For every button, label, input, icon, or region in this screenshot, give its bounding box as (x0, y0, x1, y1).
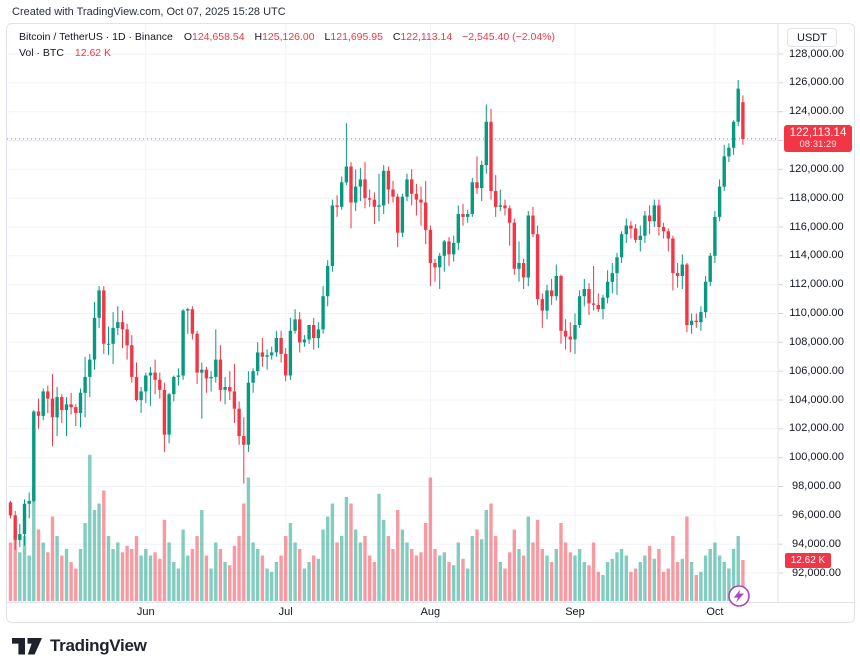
volume-value: 12.62 K (74, 47, 112, 59)
current-volume-badge: 12.62 K (785, 552, 831, 568)
chart-legend: Bitcoin / TetherUS · 1D · Binance O124,6… (19, 29, 555, 61)
price-axis-label: 126,000.00 (788, 76, 845, 89)
price-axis-label: 102,000.00 (788, 422, 845, 435)
close-value: 122,113.14 (400, 31, 453, 43)
high-label: H (254, 31, 263, 43)
current-price: 122,113.14 (789, 127, 847, 140)
time-axis-label: Jul (278, 606, 293, 618)
price-axis-label: 100,000.00 (788, 451, 845, 464)
high-value: 125,126.00 (262, 31, 315, 43)
time-axis-label: Jun (136, 606, 155, 618)
currency-button[interactable]: USDT (787, 28, 837, 47)
price-axis-label: 106,000.00 (788, 364, 845, 377)
price-axis-label: 94,000.00 (792, 537, 841, 550)
tradingview-footer[interactable]: TradingView (12, 636, 147, 656)
legend-ohlc-row: Bitcoin / TetherUS · 1D · Binance O124,6… (19, 29, 555, 45)
bar-countdown: 08:31:29 (799, 139, 837, 151)
low-label: L (324, 31, 331, 43)
price-axis-label: 110,000.00 (789, 307, 844, 319)
time-axis-label: Sep (565, 606, 585, 618)
price-axis-label: 104,000.00 (788, 393, 845, 406)
change-value: −2,545.40 (−2.04%) (462, 31, 555, 43)
attribution-text: Created with TradingView.com, Oct 07, 20… (12, 6, 286, 18)
price-axis-label: 120,000.00 (788, 162, 845, 175)
candlestick-chart[interactable] (7, 24, 854, 603)
price-axis-label: 118,000.00 (789, 191, 844, 204)
lightning-icon (728, 585, 750, 607)
price-axis-label: 96,000.00 (792, 508, 841, 521)
price-axis[interactable]: 128,000.00 126,000.00 124,000.00 120,000.00… (779, 24, 854, 603)
time-axis-label: Oct (706, 606, 724, 618)
symbol-title: Bitcoin / TetherUS · 1D · Binance (19, 31, 173, 43)
price-axis-label: 108,000.00 (788, 335, 845, 348)
price-axis-label: 98,000.00 (792, 480, 841, 492)
flash-button[interactable] (728, 585, 750, 607)
close-label: C (392, 31, 401, 43)
price-axis-label: 114,000.00 (789, 249, 844, 262)
time-axis[interactable]: Jun Jul Aug Sep Oct (7, 604, 854, 622)
candles-layer (8, 80, 745, 550)
volume-label: Vol · BTC (19, 47, 64, 59)
price-axis-label: 128,000.00 (788, 47, 845, 60)
volume-layer (8, 454, 745, 602)
low-value: 121,695.95 (330, 31, 383, 43)
open-value: 124,658.54 (191, 31, 245, 43)
price-axis-label: 92,000.00 (792, 566, 841, 579)
time-axis-label: Aug (420, 606, 441, 618)
price-axis-label: 112,000.00 (789, 278, 844, 291)
legend-volume-row: Vol · BTC 12.62 K (19, 45, 555, 61)
tradingview-logo-text: TradingView (50, 636, 147, 655)
tradingview-logo-icon (12, 637, 42, 654)
current-price-badge: 122,113.14 08:31:29 (784, 125, 852, 153)
price-axis-label: 124,000.00 (788, 105, 845, 118)
price-axis-label: 116,000.00 (789, 220, 844, 233)
open-label: O (183, 31, 192, 43)
chart-widget: Bitcoin / TetherUS · 1D · Binance O124,6… (6, 23, 855, 623)
